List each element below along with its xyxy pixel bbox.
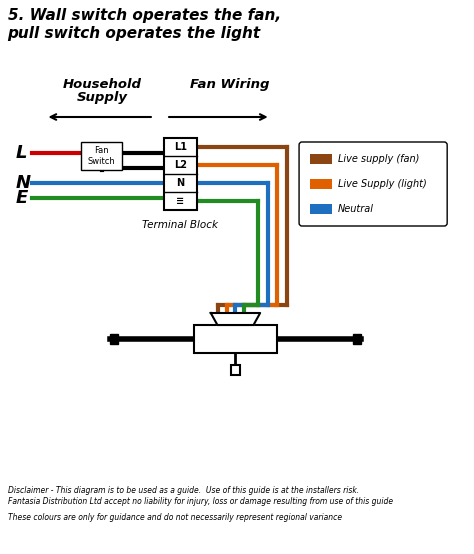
- Text: L: L: [15, 144, 27, 162]
- Text: Live Supply (light): Live Supply (light): [338, 179, 427, 189]
- Text: N: N: [15, 174, 30, 192]
- FancyBboxPatch shape: [299, 142, 447, 226]
- Polygon shape: [211, 313, 260, 325]
- Text: Disclaimer - This diagram is to be used as a guide.  Use of this guide is at the: Disclaimer - This diagram is to be used …: [8, 486, 359, 495]
- Text: Terminal Block: Terminal Block: [142, 220, 219, 230]
- Text: pull switch operates the light: pull switch operates the light: [8, 26, 261, 41]
- Bar: [81, 142, 122, 170]
- Text: Neutral: Neutral: [338, 204, 374, 214]
- Text: ≡: ≡: [176, 196, 184, 206]
- Text: 5. Wall switch operates the fan,: 5. Wall switch operates the fan,: [8, 8, 281, 23]
- Text: Fan
Switch: Fan Switch: [88, 146, 116, 166]
- Text: N: N: [176, 178, 184, 188]
- Bar: [353, 334, 361, 344]
- Text: L2: L2: [174, 160, 187, 170]
- Bar: [194, 325, 277, 353]
- Bar: [110, 334, 118, 344]
- Bar: [231, 365, 240, 375]
- Text: L1: L1: [174, 142, 187, 152]
- Bar: [310, 204, 332, 214]
- Text: Fantasia Distribution Ltd accept no liability for injury, loss or damage resulti: Fantasia Distribution Ltd accept no liab…: [8, 497, 393, 506]
- Text: Household: Household: [63, 78, 142, 91]
- Bar: [164, 138, 197, 210]
- Bar: [310, 179, 332, 189]
- Text: Live supply (fan): Live supply (fan): [338, 154, 419, 164]
- Text: These colours are only for guidance and do not necessarily represent regional va: These colours are only for guidance and …: [8, 513, 342, 522]
- Text: Fan Wiring: Fan Wiring: [190, 78, 269, 91]
- Bar: [310, 154, 332, 164]
- Text: Supply: Supply: [77, 91, 128, 104]
- Text: E: E: [15, 189, 27, 207]
